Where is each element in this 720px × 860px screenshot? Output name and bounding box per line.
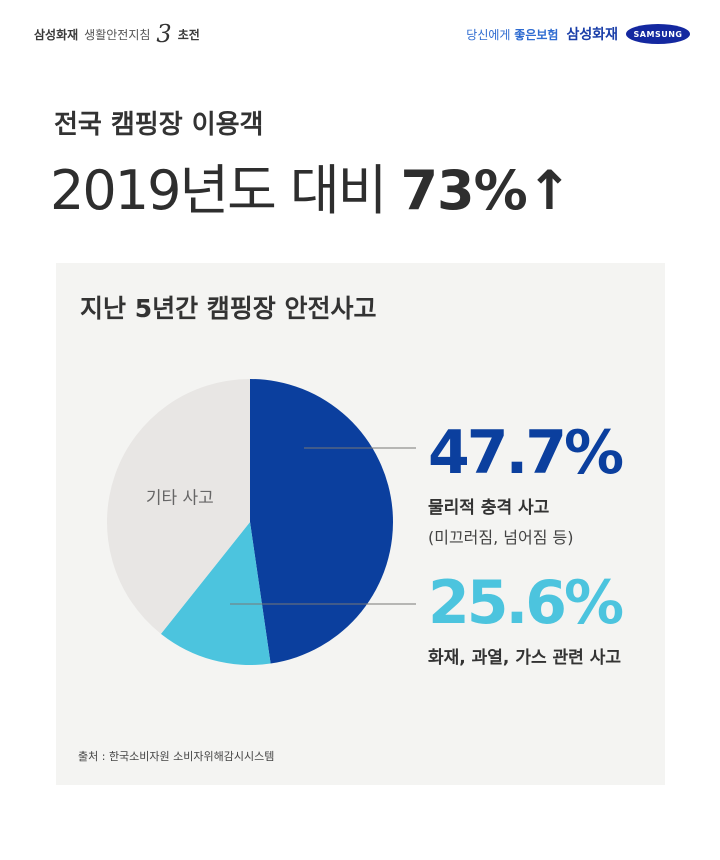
slogan: 당신에게 좋은보험 — [466, 26, 558, 43]
chart-panel: 지난 5년간 캠핑장 안전사고 기타 사고 47.7% 물리적 충격 사고 (미… — [56, 263, 665, 785]
headline-subtitle: 전국 캠핑장 이용객 — [54, 110, 264, 140]
headline-main-text: 2019년도 대비 — [50, 159, 387, 222]
pie-slice-fire — [160, 522, 271, 665]
pie-chart: 기타 사고 — [106, 379, 416, 665]
samsung-logo: SAMSUNG — [626, 24, 690, 44]
headline-main: 2019년도 대비 73%↑ — [50, 146, 572, 225]
brand-logos: 당신에게 좋은보험 삼성화재 SAMSUNG — [466, 24, 690, 44]
series-number: 3 — [156, 20, 172, 48]
top-bar: 삼성화재 생활안전지침 3 초전 당신에게 좋은보험 삼성화재 SAMSUNG — [0, 0, 720, 70]
callout-fire: 25.6% 화재, 과열, 가스 관련 사고 — [428, 568, 624, 668]
pie-label-other: 기타 사고 — [146, 488, 214, 508]
source-note: 출처 : 한국소비자원 소비자위해감시시스템 — [78, 750, 275, 763]
company-name: 삼성화재 — [566, 27, 618, 43]
fire-percent-label: 25.6% — [428, 568, 624, 638]
callout-physical: 47.7% 물리적 충격 사고 (미끄러짐, 넘어짐 등) — [428, 418, 624, 548]
physical-description: 물리적 충격 사고 — [428, 498, 550, 518]
chart-title: 지난 5년간 캠핑장 안전사고 — [80, 294, 377, 323]
slogan-prefix: 당신에게 — [466, 27, 511, 42]
slogan-bold: 좋은보험 — [514, 27, 559, 42]
fire-description: 화재, 과열, 가스 관련 사고 — [428, 648, 621, 668]
series-tail: 초전 — [177, 27, 200, 42]
headline-percent: 73%↑ — [400, 159, 571, 222]
pie-slice-physical — [250, 379, 394, 664]
brand-name: 삼성화재 — [34, 27, 79, 42]
series-name: 생활안전지침 — [84, 27, 151, 42]
physical-percent-label: 47.7% — [428, 418, 624, 488]
pie-slice-other — [106, 379, 250, 634]
brand-series-label: 삼성화재 생활안전지침 3 초전 — [34, 20, 200, 48]
physical-detail: (미끄러짐, 넘어짐 등) — [428, 528, 574, 547]
